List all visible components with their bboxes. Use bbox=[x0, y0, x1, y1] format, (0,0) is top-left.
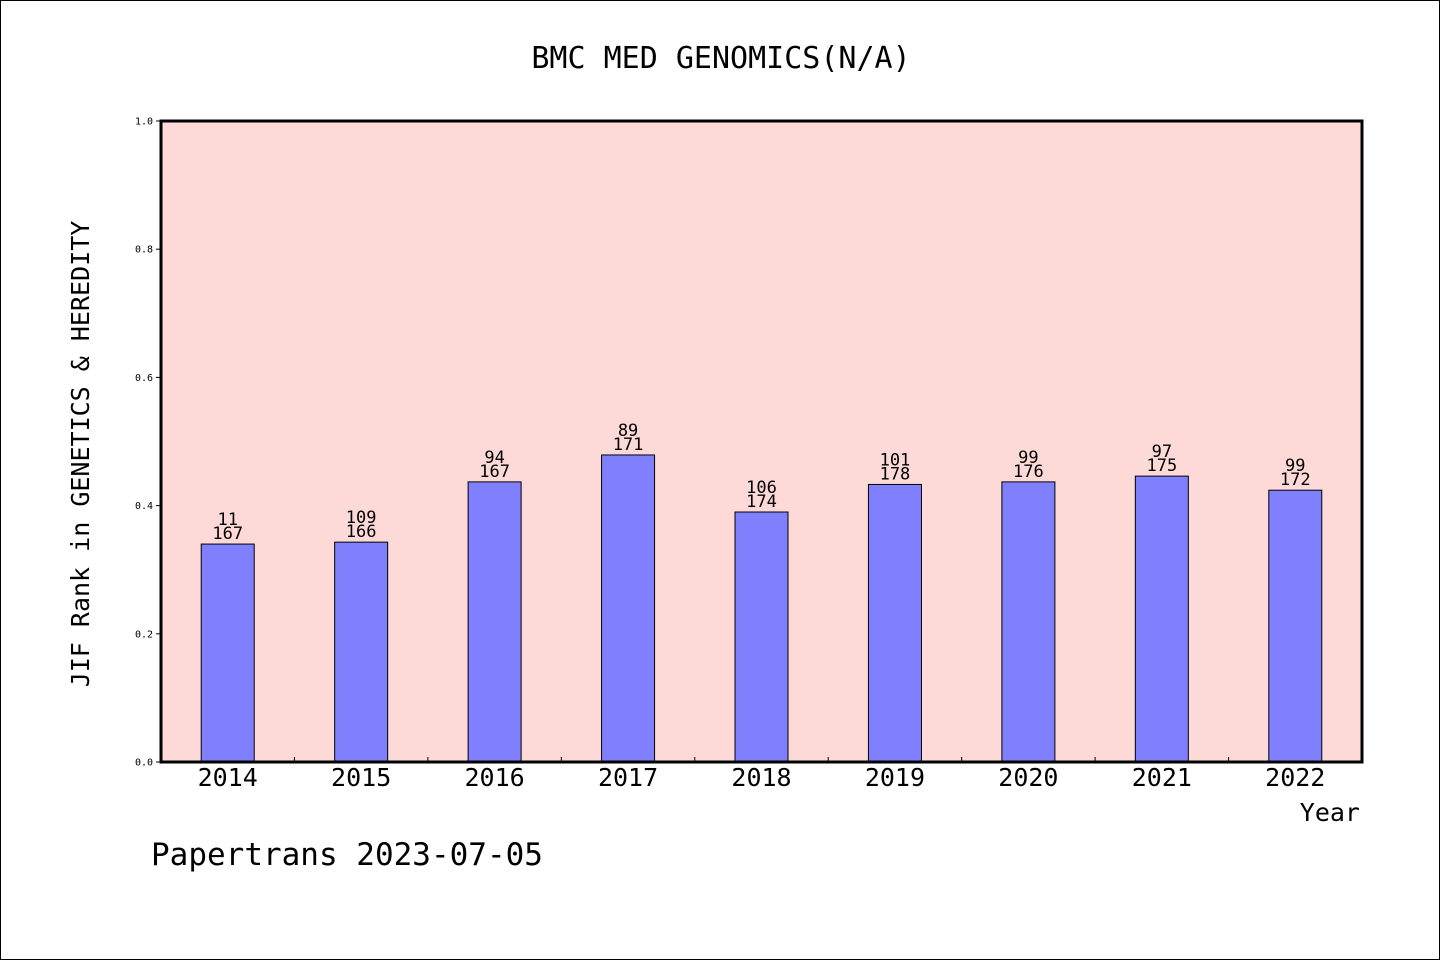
x-tick-label: 2019 bbox=[865, 763, 925, 792]
bar bbox=[601, 454, 656, 763]
bar-rank-label: 89 bbox=[618, 421, 638, 441]
x-tick-label: 2016 bbox=[465, 763, 525, 792]
y-tick-label: 0.4 bbox=[135, 501, 153, 512]
bar bbox=[200, 543, 255, 763]
bar-rank-label: 97 bbox=[1152, 442, 1172, 462]
bar-rank-label: 109 bbox=[346, 508, 377, 528]
bar-rank-label: 94 bbox=[484, 448, 504, 468]
bar bbox=[867, 483, 922, 763]
bar bbox=[1001, 481, 1056, 763]
bar-total-label: 172 bbox=[1280, 470, 1311, 490]
chart-title: BMC MED GENOMICS(N/A) bbox=[531, 41, 910, 76]
bar-total-label: 171 bbox=[613, 435, 644, 455]
footer-text: Papertrans 2023-07-05 bbox=[151, 837, 543, 873]
bar-rank-label: 99 bbox=[1285, 456, 1305, 476]
plot-border bbox=[159, 119, 1364, 764]
x-tick-label: 2015 bbox=[331, 763, 391, 792]
x-tick-label: 2020 bbox=[998, 763, 1058, 792]
bar bbox=[1268, 489, 1323, 763]
x-axis-label: Year bbox=[1300, 798, 1360, 827]
y-tick-label: 0.6 bbox=[135, 373, 153, 384]
bar-total-label: 178 bbox=[880, 464, 911, 484]
bar-rank-label: 99 bbox=[1018, 448, 1038, 468]
bar bbox=[734, 511, 789, 763]
bar-total-label: 174 bbox=[746, 492, 777, 512]
x-tick-label: 2014 bbox=[198, 763, 258, 792]
bar-total-label: 167 bbox=[212, 524, 243, 544]
y-tick-label: 0.2 bbox=[135, 629, 153, 640]
bar-total-label: 167 bbox=[479, 462, 510, 482]
y-axis-label: JIF Rank in GENETICS & HEREDITY bbox=[66, 221, 95, 688]
y-tick-label: 0.0 bbox=[135, 758, 153, 769]
y-axis-ticks: 0.0 0.2 0.4 0.6 0.8 1.0 bbox=[135, 117, 161, 769]
bar-rank-label: 101 bbox=[880, 450, 911, 470]
x-axis-ticks: 2014 2015 2016 2017 2018 2019 2020 2021 2022 bbox=[198, 757, 1325, 792]
bar bbox=[467, 481, 522, 763]
bar bbox=[334, 541, 389, 763]
bars-group: 1116710916694167891711061741011789917697… bbox=[200, 421, 1323, 763]
x-tick-label: 2018 bbox=[731, 763, 791, 792]
bar-total-label: 175 bbox=[1146, 456, 1177, 476]
y-tick-label: 0.8 bbox=[135, 245, 153, 256]
bar-rank-label: 106 bbox=[746, 478, 777, 498]
bar-total-label: 176 bbox=[1013, 462, 1044, 482]
bar-rank-label: 11 bbox=[217, 510, 237, 530]
bar-total-label: 166 bbox=[346, 522, 377, 542]
y-tick-label: 1.0 bbox=[135, 117, 153, 128]
x-tick-label: 2021 bbox=[1132, 763, 1192, 792]
x-tick-label: 2022 bbox=[1265, 763, 1325, 792]
bar bbox=[1134, 475, 1189, 763]
x-tick-label: 2017 bbox=[598, 763, 658, 792]
